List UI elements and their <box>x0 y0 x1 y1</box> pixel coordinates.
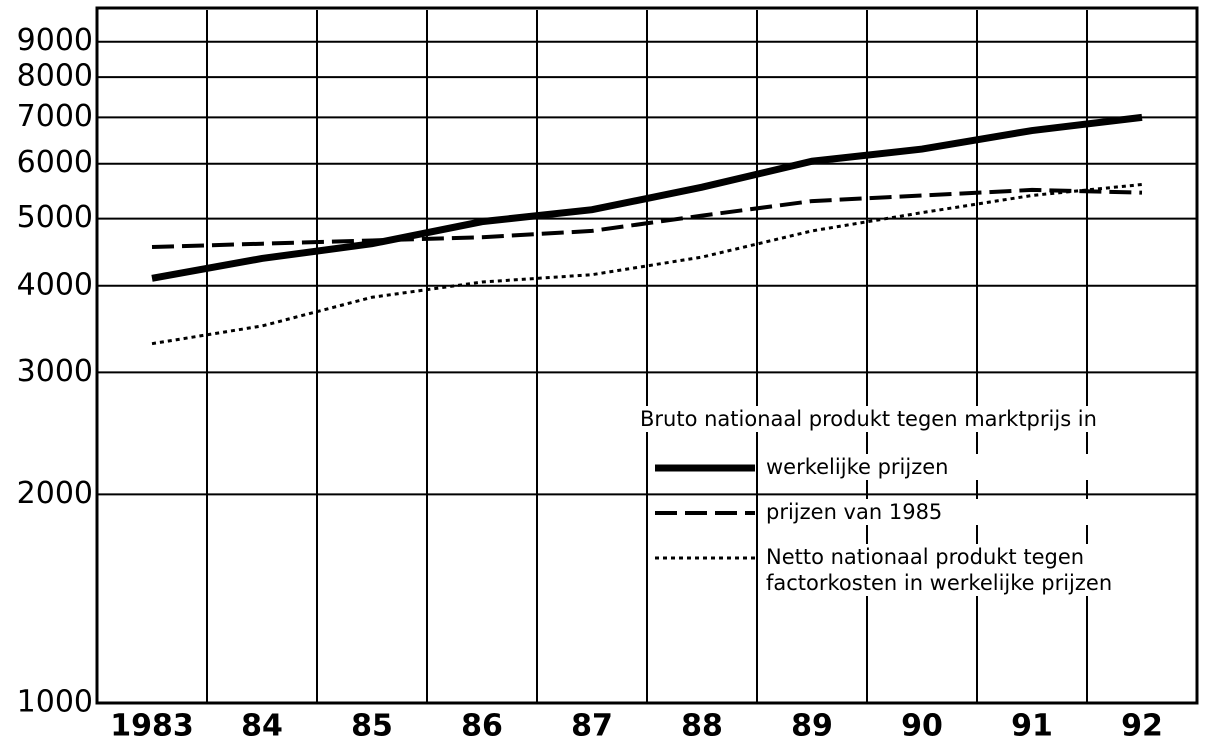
y-tick-label: 6000 <box>17 145 93 180</box>
x-tick-label: 92 <box>1121 709 1163 744</box>
y-tick-label: 8000 <box>17 59 93 94</box>
x-tick-label: 85 <box>351 709 393 744</box>
legend-label: werkelijke prijzen <box>766 454 1191 480</box>
x-tick-label: 84 <box>241 709 283 744</box>
x-tick-label: 91 <box>1011 709 1053 744</box>
x-tick-label: 89 <box>791 709 833 744</box>
y-tick-label: 9000 <box>17 23 93 58</box>
y-tick-label: 7000 <box>17 99 93 134</box>
legend-title: Bruto nationaal produkt tegen marktprijs… <box>640 406 1097 432</box>
x-tick-label: 90 <box>901 709 943 744</box>
y-tick-label: 3000 <box>17 354 93 389</box>
y-tick-label: 5000 <box>17 200 93 235</box>
x-tick-label: 1983 <box>110 709 194 744</box>
y-tick-label: 2000 <box>17 476 93 511</box>
series-line <box>151 183 1143 346</box>
plot-frame <box>95 6 1199 705</box>
legend-label: prijzen van 1985 <box>766 499 1191 525</box>
y-tick-label: 1000 <box>17 685 93 720</box>
y-tick-label: 4000 <box>17 267 93 302</box>
x-tick-label: 87 <box>571 709 613 744</box>
legend-label: Netto nationaal produkt tegen factorkost… <box>766 544 1191 596</box>
series-line <box>151 187 1143 249</box>
series-line <box>151 113 1143 282</box>
x-tick-label: 86 <box>461 709 503 744</box>
x-tick-label: 88 <box>681 709 723 744</box>
